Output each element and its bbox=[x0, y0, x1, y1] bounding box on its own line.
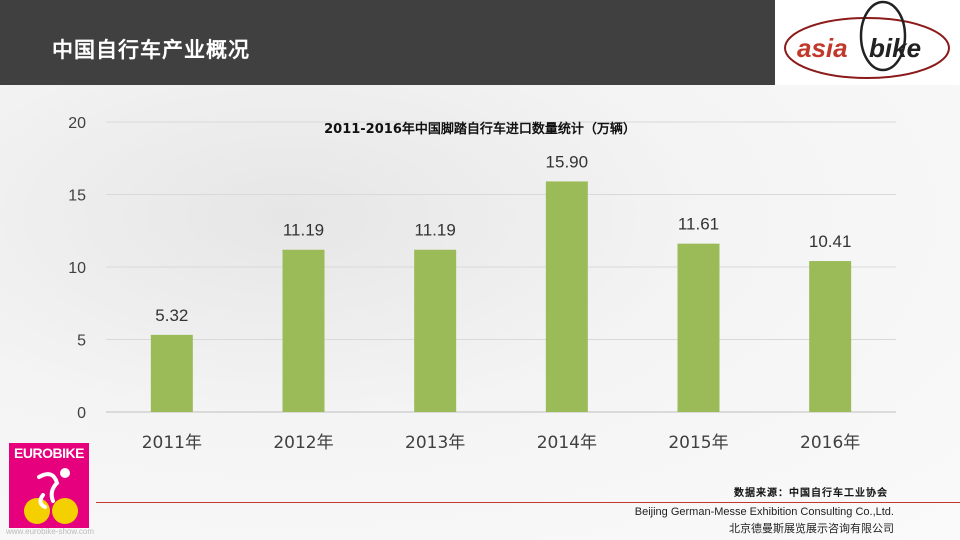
bar bbox=[150, 334, 193, 412]
data-label: 15.90 bbox=[546, 152, 589, 171]
x-tick-label: 2013年 bbox=[405, 433, 465, 453]
bar bbox=[677, 243, 720, 412]
y-tick-label: 10 bbox=[68, 260, 86, 277]
eurobike-logo-text: EUROBIKE bbox=[14, 445, 84, 461]
y-tick-label: 20 bbox=[68, 115, 86, 132]
bar bbox=[809, 261, 852, 412]
company-name-en: Beijing German-Messe Exhibition Consulti… bbox=[634, 506, 894, 518]
eurobike-logo: EUROBIKE bbox=[9, 443, 89, 528]
data-label: 11.19 bbox=[283, 221, 324, 240]
y-tick-label: 15 bbox=[68, 188, 86, 205]
asiabike-text-asia: asia bbox=[797, 33, 848, 63]
y-tick-label: 5 bbox=[77, 333, 86, 350]
header-bar: 中国自行车产业概况 bbox=[0, 0, 775, 85]
bar bbox=[414, 249, 457, 412]
y-tick-label: 0 bbox=[77, 405, 86, 422]
data-label: 11.61 bbox=[678, 215, 719, 234]
page-title: 中国自行车产业概况 bbox=[52, 38, 250, 62]
x-tick-label: 2014年 bbox=[537, 433, 597, 453]
x-tick-label: 2011年 bbox=[142, 433, 202, 453]
bar-chart: 0 5 10 15 20 5.32 2011年 11.19 2012年 11.19 2013年 15.… bbox=[68, 115, 896, 453]
bar bbox=[545, 181, 588, 412]
data-label: 11.19 bbox=[415, 221, 456, 240]
x-tick-label: 2012年 bbox=[273, 433, 333, 453]
footer-divider bbox=[96, 502, 960, 503]
eurobike-url: www.eurobike-show.com bbox=[6, 527, 95, 536]
x-tick-label: 2015年 bbox=[668, 433, 728, 453]
cyclist-icon bbox=[24, 468, 78, 524]
x-tick-label: 2016年 bbox=[800, 433, 860, 453]
chart-title: 2011-2016年中国脚踏自行车进口数量统计（万辆） bbox=[324, 122, 636, 137]
company-name-cn: 北京德曼斯展览展示咨询有限公司 bbox=[729, 522, 894, 535]
data-source: 数据来源：中国自行车工业协会 bbox=[734, 488, 888, 499]
bar bbox=[282, 249, 325, 412]
data-label: 10.41 bbox=[809, 232, 852, 251]
data-label: 5.32 bbox=[155, 306, 188, 325]
asiabike-logo: asia bike bbox=[775, 0, 960, 85]
asiabike-text-bike: bike bbox=[869, 33, 921, 63]
asiabike-logo-graphic: asia bike bbox=[784, 0, 950, 79]
